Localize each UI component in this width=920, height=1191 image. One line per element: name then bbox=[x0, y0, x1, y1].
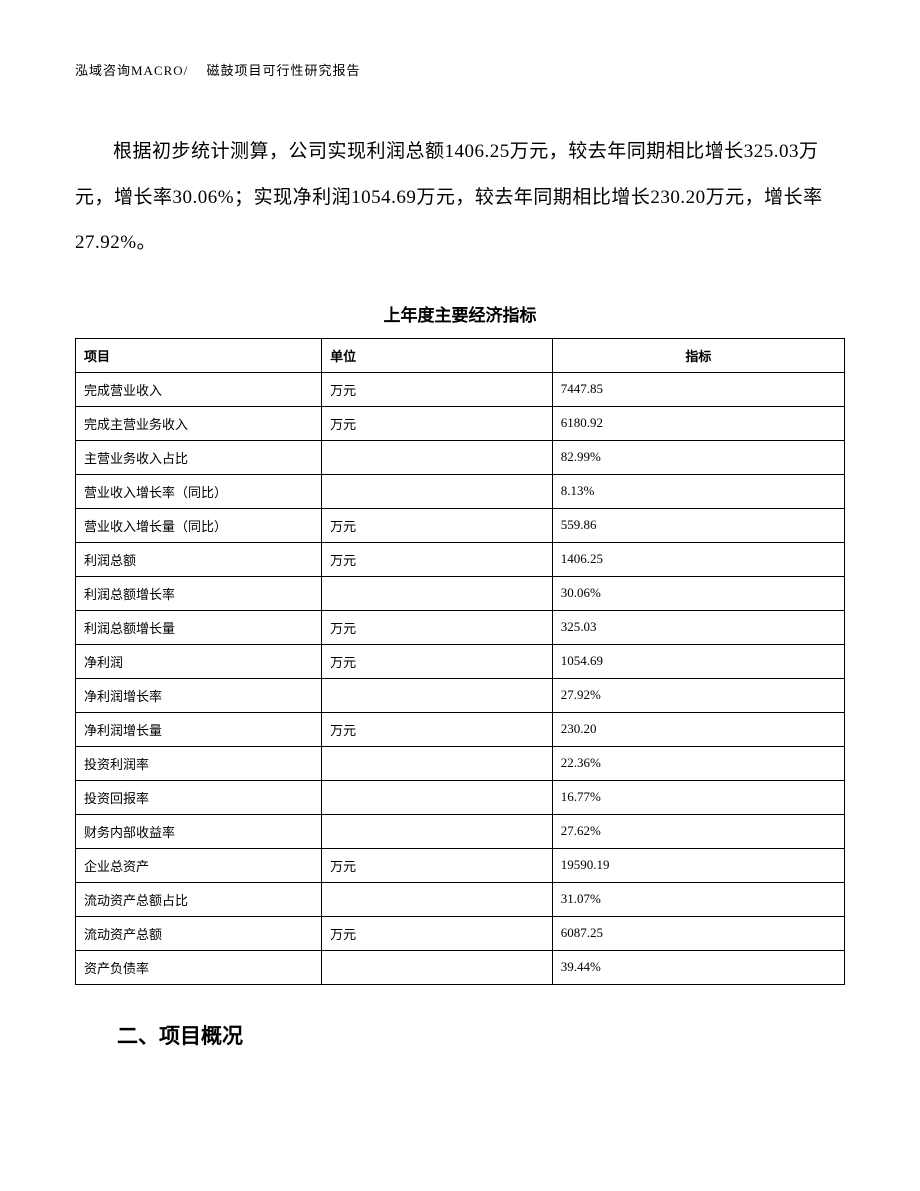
table-cell: 230.20 bbox=[552, 712, 844, 746]
table-cell: 30.06% bbox=[552, 576, 844, 610]
table-cell: 万元 bbox=[322, 542, 553, 576]
table-cell: 投资回报率 bbox=[76, 780, 322, 814]
table-cell: 资产负债率 bbox=[76, 950, 322, 984]
table-row: 流动资产总额占比 31.07% bbox=[76, 882, 845, 916]
section-heading: 二、项目概况 bbox=[75, 1020, 845, 1050]
table-cell: 6180.92 bbox=[552, 406, 844, 440]
table-cell: 19590.19 bbox=[552, 848, 844, 882]
table-row: 主营业务收入占比 82.99% bbox=[76, 440, 845, 474]
table-cell: 万元 bbox=[322, 916, 553, 950]
table-cell: 559.86 bbox=[552, 508, 844, 542]
table-cell: 22.36% bbox=[552, 746, 844, 780]
table-cell bbox=[322, 814, 553, 848]
table-cell bbox=[322, 882, 553, 916]
table-cell: 27.92% bbox=[552, 678, 844, 712]
table-row: 财务内部收益率 27.62% bbox=[76, 814, 845, 848]
table-cell: 主营业务收入占比 bbox=[76, 440, 322, 474]
table-cell: 流动资产总额占比 bbox=[76, 882, 322, 916]
table-row: 企业总资产万元19590.19 bbox=[76, 848, 845, 882]
table-cell: 万元 bbox=[322, 848, 553, 882]
table-cell bbox=[322, 576, 553, 610]
table-row: 投资回报率 16.77% bbox=[76, 780, 845, 814]
table-row: 资产负债率 39.44% bbox=[76, 950, 845, 984]
table-cell: 万元 bbox=[322, 644, 553, 678]
table-cell: 万元 bbox=[322, 508, 553, 542]
table-cell: 16.77% bbox=[552, 780, 844, 814]
table-cell: 万元 bbox=[322, 406, 553, 440]
table-cell: 27.62% bbox=[552, 814, 844, 848]
table-cell: 325.03 bbox=[552, 610, 844, 644]
page-header: 泓域咨询MACRO/ 磁鼓项目可行性研究报告 bbox=[75, 60, 845, 79]
table-cell: 万元 bbox=[322, 372, 553, 406]
table-row: 投资利润率 22.36% bbox=[76, 746, 845, 780]
table-row: 完成主营业务收入万元6180.92 bbox=[76, 406, 845, 440]
table-cell: 企业总资产 bbox=[76, 848, 322, 882]
table-cell: 利润总额增长率 bbox=[76, 576, 322, 610]
table-row: 利润总额增长量万元325.03 bbox=[76, 610, 845, 644]
table-header-row: 项目 单位 指标 bbox=[76, 338, 845, 372]
body-paragraph: 根据初步统计测算，公司实现利润总额1406.25万元，较去年同期相比增长325.… bbox=[75, 129, 845, 266]
table-cell: 完成主营业务收入 bbox=[76, 406, 322, 440]
table-cell: 1406.25 bbox=[552, 542, 844, 576]
table-cell bbox=[322, 780, 553, 814]
table-cell: 31.07% bbox=[552, 882, 844, 916]
table-cell: 净利润增长量 bbox=[76, 712, 322, 746]
table-title: 上年度主要经济指标 bbox=[75, 301, 845, 326]
table-cell: 万元 bbox=[322, 610, 553, 644]
table-cell bbox=[322, 678, 553, 712]
table-cell: 净利润 bbox=[76, 644, 322, 678]
table-cell: 营业收入增长率（同比） bbox=[76, 474, 322, 508]
table-cell: 7447.85 bbox=[552, 372, 844, 406]
column-header-value: 指标 bbox=[552, 338, 844, 372]
table-cell: 营业收入增长量（同比） bbox=[76, 508, 322, 542]
table-row: 完成营业收入万元7447.85 bbox=[76, 372, 845, 406]
table-cell: 万元 bbox=[322, 712, 553, 746]
table-cell: 利润总额 bbox=[76, 542, 322, 576]
table-row: 净利润增长率 27.92% bbox=[76, 678, 845, 712]
table-cell: 6087.25 bbox=[552, 916, 844, 950]
table-cell: 8.13% bbox=[552, 474, 844, 508]
table-cell bbox=[322, 950, 553, 984]
table-row: 净利润万元1054.69 bbox=[76, 644, 845, 678]
table-cell bbox=[322, 440, 553, 474]
column-header-item: 项目 bbox=[76, 338, 322, 372]
table-row: 流动资产总额万元6087.25 bbox=[76, 916, 845, 950]
table-cell: 投资利润率 bbox=[76, 746, 322, 780]
table-row: 利润总额增长率 30.06% bbox=[76, 576, 845, 610]
economic-indicators-table: 项目 单位 指标 完成营业收入万元7447.85完成主营业务收入万元6180.9… bbox=[75, 338, 845, 985]
table-row: 营业收入增长率（同比） 8.13% bbox=[76, 474, 845, 508]
table-cell: 1054.69 bbox=[552, 644, 844, 678]
table-cell: 净利润增长率 bbox=[76, 678, 322, 712]
table-cell bbox=[322, 474, 553, 508]
table-row: 营业收入增长量（同比）万元559.86 bbox=[76, 508, 845, 542]
table-cell bbox=[322, 746, 553, 780]
table-cell: 39.44% bbox=[552, 950, 844, 984]
table-cell: 财务内部收益率 bbox=[76, 814, 322, 848]
table-cell: 利润总额增长量 bbox=[76, 610, 322, 644]
table-cell: 82.99% bbox=[552, 440, 844, 474]
table-row: 净利润增长量万元230.20 bbox=[76, 712, 845, 746]
table-cell: 流动资产总额 bbox=[76, 916, 322, 950]
column-header-unit: 单位 bbox=[322, 338, 553, 372]
table-cell: 完成营业收入 bbox=[76, 372, 322, 406]
table-row: 利润总额万元1406.25 bbox=[76, 542, 845, 576]
